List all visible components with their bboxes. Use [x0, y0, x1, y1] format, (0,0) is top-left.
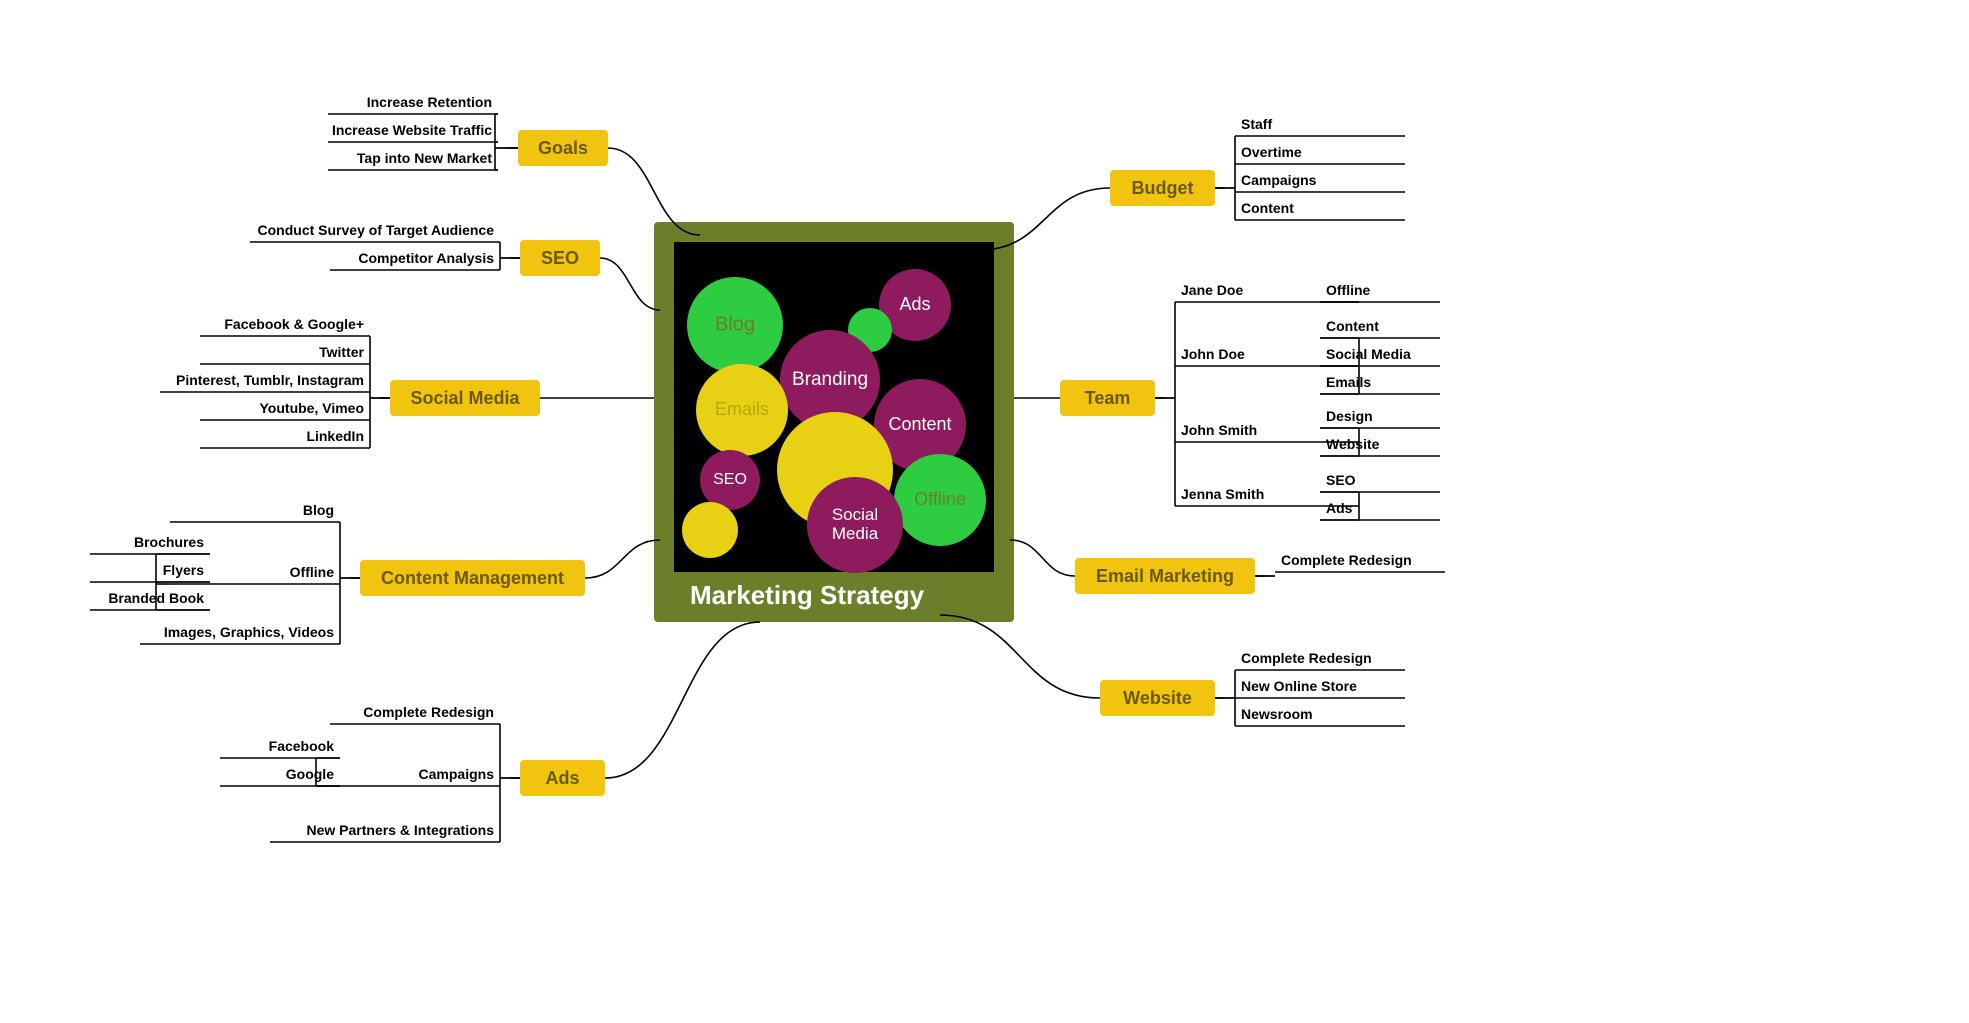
leaf-label: Conduct Survey of Target Audience	[258, 222, 495, 238]
leaf-label: Brochures	[134, 534, 204, 550]
leaf-label: Emails	[1326, 374, 1371, 390]
center-bubble-label: Content	[888, 414, 951, 434]
center-bubble-label: Branding	[792, 369, 868, 390]
leaf-label: Ads	[1326, 500, 1353, 516]
leaf-label: Competitor Analysis	[358, 250, 494, 266]
branch-label: Email Marketing	[1096, 566, 1234, 586]
leaf-label: Increase Retention	[367, 94, 492, 110]
center-bubble-label: Ads	[899, 294, 930, 314]
leaf-label: Youtube, Vimeo	[260, 400, 365, 416]
leaf-label: New Partners & Integrations	[307, 822, 495, 838]
leaf-label: Twitter	[319, 344, 364, 360]
leaf-label: Facebook & Google+	[224, 316, 364, 332]
leaf-label: Website	[1326, 436, 1380, 452]
leaf-label: Offline	[290, 564, 335, 580]
leaf-label: Blog	[303, 502, 334, 518]
leaf-label: Google	[286, 766, 334, 782]
leaf-label: Jane Doe	[1181, 282, 1243, 298]
branch-label: Ads	[545, 768, 579, 788]
leaf-label: Increase Website Traffic	[332, 122, 492, 138]
mindmap-svg: Blog Ads Branding Emails Content SEO Offline So…	[0, 0, 1969, 1023]
leaf-label: Tap into New Market	[357, 150, 492, 166]
center-bubble-label: Blog	[715, 313, 755, 335]
leaf-label: Complete Redesign	[1241, 650, 1372, 666]
leaf-label: Facebook	[269, 738, 335, 754]
leaf-label: Jenna Smith	[1181, 486, 1264, 502]
leaf-label: New Online Store	[1241, 678, 1357, 694]
leaf-label: Flyers	[163, 562, 204, 578]
branch-label: Social Media	[410, 388, 520, 408]
leaf-label: Social Media	[1326, 346, 1411, 362]
leaf-label: SEO	[1326, 472, 1356, 488]
leaf-label: Overtime	[1241, 144, 1302, 160]
center-bubble-label: Emails	[715, 399, 769, 419]
center-title: Marketing Strategy	[690, 580, 925, 610]
leaf-label: Branded Book	[108, 590, 204, 606]
leaf-label: Complete Redesign	[363, 704, 494, 720]
leaf-label: Campaigns	[419, 766, 495, 782]
leaf-label: Newsroom	[1241, 706, 1313, 722]
branch-label: SEO	[541, 248, 579, 268]
leaf-label: Content	[1241, 200, 1294, 216]
center-bubble-label: Social	[832, 505, 878, 524]
branch-label: Goals	[538, 138, 588, 158]
leaf-label: Campaigns	[1241, 172, 1317, 188]
leaf-label: Staff	[1241, 116, 1272, 132]
leaf-label: Pinterest, Tumblr, Instagram	[176, 372, 364, 388]
leaf-label: Design	[1326, 408, 1373, 424]
branch-label: Budget	[1132, 178, 1194, 198]
branch-label: Team	[1085, 388, 1131, 408]
mindmap-root: Blog Ads Branding Emails Content SEO Offline So…	[0, 0, 1969, 1023]
leaf-label: Images, Graphics, Videos	[164, 624, 334, 640]
leaf-label: LinkedIn	[306, 428, 364, 444]
center-bubble	[682, 502, 738, 558]
leaf-label: Offline	[1326, 282, 1371, 298]
center-bubble-label: SEO	[713, 471, 747, 488]
center-bubble-label: Media	[832, 524, 879, 543]
leaf-label: Complete Redesign	[1281, 552, 1412, 568]
branch-label: Content Management	[381, 568, 564, 588]
center-bubble-label: Offline	[914, 489, 966, 509]
leaf-label: John Smith	[1181, 422, 1257, 438]
branch-label: Website	[1123, 688, 1192, 708]
leaf-label: John Doe	[1181, 346, 1245, 362]
leaf-label: Content	[1326, 318, 1379, 334]
